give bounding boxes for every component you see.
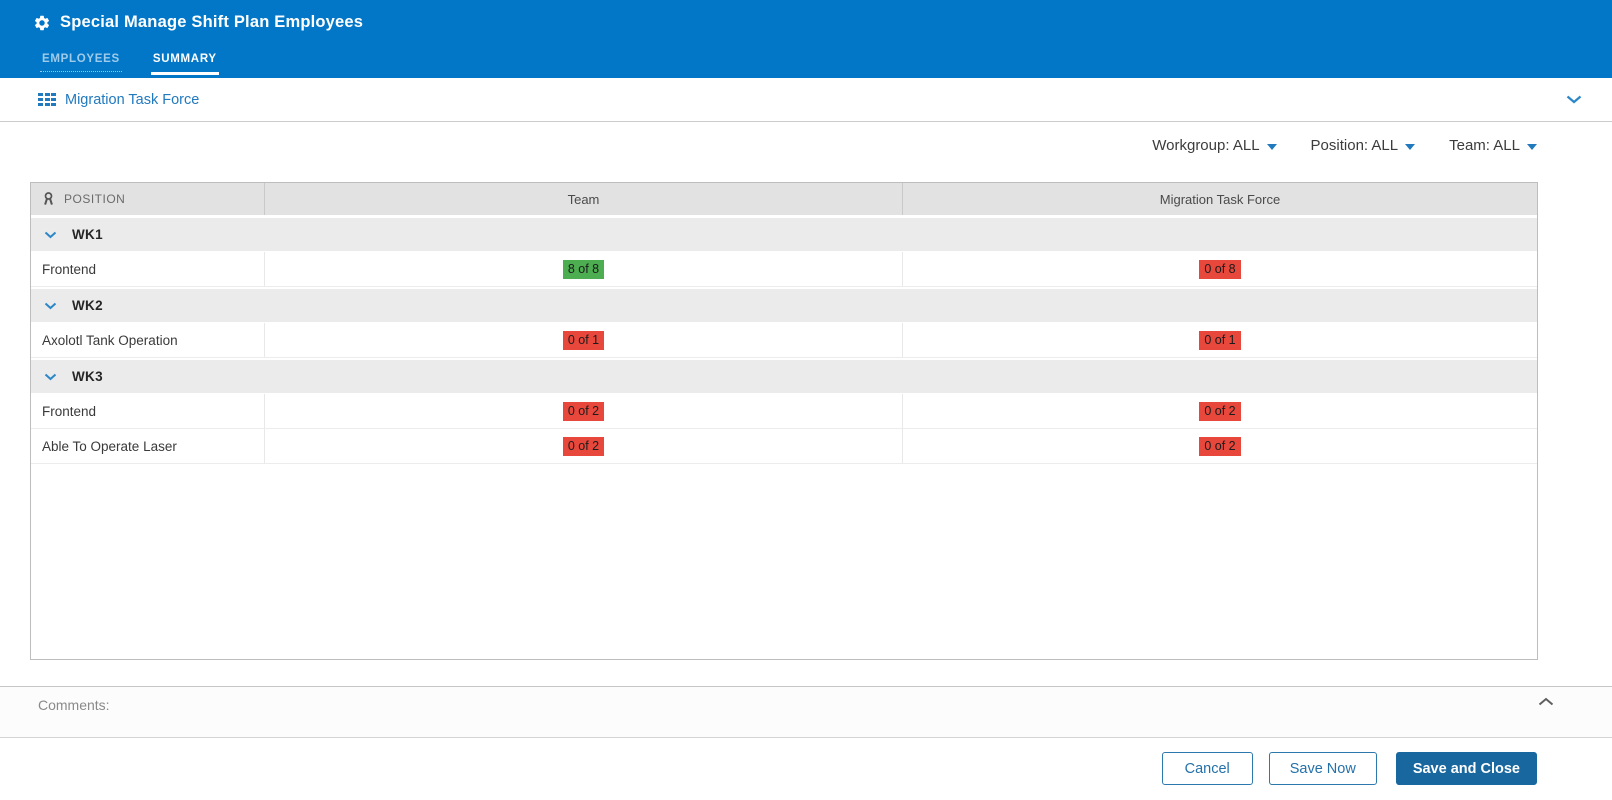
footer-action-bar: Cancel Save Now Save and Close xyxy=(0,738,1612,800)
position-cell: Frontend xyxy=(42,403,97,419)
position-cell: Frontend xyxy=(42,261,97,277)
coverage-badge: 0 of 2 xyxy=(1199,401,1241,421)
coverage-badge: 0 of 2 xyxy=(562,436,605,456)
group-row-wk3[interactable]: WK3 xyxy=(31,360,1537,393)
dropdown-triangle-icon xyxy=(1266,144,1277,150)
group-row-wk1[interactable]: WK1 xyxy=(31,218,1537,251)
position-filter-label: Position: ALL xyxy=(1310,137,1399,154)
column-header-team: Team xyxy=(264,183,902,215)
table-header-row: POSITION Team Migration Task Force xyxy=(31,183,1537,215)
team-cell: 0 of 2 xyxy=(264,429,902,463)
filter-bar: Workgroup: ALL Position: ALL Team: ALL xyxy=(1152,137,1537,154)
table-row-frontend-wk3: Frontend 0 of 2 0 of 2 xyxy=(31,394,1537,429)
section-title: Migration Task Force xyxy=(65,91,200,108)
dropdown-triangle-icon xyxy=(1527,144,1537,150)
column-header-position: POSITION xyxy=(31,183,264,215)
team-cell: 8 of 8 xyxy=(264,252,902,286)
workgroup-filter-label: Workgroup: ALL xyxy=(1152,137,1260,154)
title-row: Special Manage Shift Plan Employees xyxy=(0,0,1612,32)
coverage-badge: 0 of 8 xyxy=(1199,259,1241,279)
grid-icon xyxy=(38,92,56,107)
column-header-migration-task-force: Migration Task Force xyxy=(902,183,1537,215)
dropdown-triangle-icon xyxy=(1405,144,1416,150)
team-filter-label: Team: ALL xyxy=(1449,137,1520,154)
save-now-button[interactable]: Save Now xyxy=(1268,752,1377,785)
team-cell: 0 of 1 xyxy=(264,323,902,357)
comments-bar: Comments: xyxy=(0,686,1612,738)
group-label: WK1 xyxy=(72,227,103,242)
migration-task-force-cell: 0 of 2 xyxy=(902,429,1537,463)
tab-summary[interactable]: SUMMARY xyxy=(150,53,219,78)
badge-person-icon xyxy=(44,192,53,205)
summary-table: POSITION Team Migration Task Force WK1 F… xyxy=(30,182,1538,660)
comments-label: Comments: xyxy=(38,697,110,713)
coverage-badge: 0 of 1 xyxy=(1199,330,1241,350)
chevron-down-icon xyxy=(44,373,57,381)
migration-task-force-cell: 0 of 1 xyxy=(902,323,1537,357)
position-cell: Axolotl Tank Operation xyxy=(42,332,178,348)
coverage-badge: 0 of 2 xyxy=(562,401,605,421)
migration-task-force-cell: 0 of 8 xyxy=(902,252,1537,286)
chevron-down-icon[interactable] xyxy=(1566,95,1582,104)
tab-bar: EMPLOYEES SUMMARY xyxy=(40,53,219,78)
app-header: Special Manage Shift Plan Employees EMPL… xyxy=(0,0,1612,78)
coverage-badge: 0 of 1 xyxy=(562,330,605,350)
team-filter-dropdown[interactable]: Team: ALL xyxy=(1449,137,1537,154)
group-label: WK3 xyxy=(72,369,103,384)
table-header-gap xyxy=(31,215,1537,218)
table-row-frontend-wk1: Frontend 8 of 8 0 of 8 xyxy=(31,252,1537,287)
table-row-axolotl-tank-operation: Axolotl Tank Operation 0 of 1 0 of 1 xyxy=(31,323,1537,358)
position-cell: Able To Operate Laser xyxy=(42,438,177,454)
cancel-button[interactable]: Cancel xyxy=(1161,752,1253,785)
chevron-up-icon[interactable] xyxy=(1538,697,1554,706)
gear-icon xyxy=(33,14,51,32)
chevron-down-icon xyxy=(44,302,57,310)
coverage-badge: 0 of 2 xyxy=(1199,436,1241,456)
section-bar: Migration Task Force xyxy=(0,78,1612,122)
chevron-down-icon xyxy=(44,231,57,239)
column-header-position-label: POSITION xyxy=(64,192,126,206)
workgroup-filter-dropdown[interactable]: Workgroup: ALL xyxy=(1152,137,1277,154)
page-title: Special Manage Shift Plan Employees xyxy=(60,13,364,31)
migration-task-force-cell: 0 of 2 xyxy=(902,394,1537,428)
save-and-close-button[interactable]: Save and Close xyxy=(1395,752,1537,785)
team-cell: 0 of 2 xyxy=(264,394,902,428)
tab-employees[interactable]: EMPLOYEES xyxy=(40,53,122,78)
coverage-badge: 8 of 8 xyxy=(562,259,605,279)
group-label: WK2 xyxy=(72,298,103,313)
position-filter-dropdown[interactable]: Position: ALL xyxy=(1311,137,1416,154)
table-row-able-to-operate-laser: Able To Operate Laser 0 of 2 0 of 2 xyxy=(31,429,1537,464)
group-row-wk2[interactable]: WK2 xyxy=(31,289,1537,322)
